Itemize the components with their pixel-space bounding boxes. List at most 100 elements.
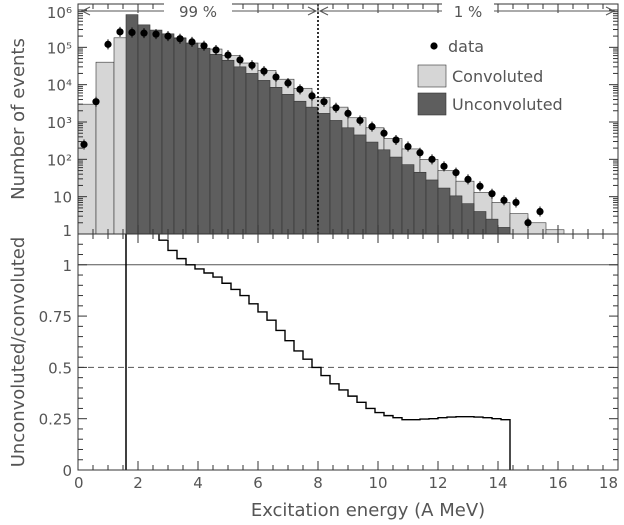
data-point: [128, 28, 136, 37]
histogram-bar: [245, 73, 259, 235]
histogram-bar: [305, 106, 319, 235]
histogram-bar: [317, 113, 331, 235]
right-fraction-label: 1 %: [454, 3, 483, 21]
data-point: [176, 35, 184, 43]
bottom-panel: 0 0.25 0.5 0.75 1 0 2 4 6 8 10 12 14 16 18 Unconvolut…: [8, 233, 619, 521]
data-point: [272, 73, 280, 81]
histogram-bar: [233, 66, 247, 235]
histogram-bar: [365, 141, 379, 235]
data-point: [392, 136, 400, 144]
arrow-head-mid-left: [307, 6, 318, 16]
top-y-axis-label: Number of events: [8, 38, 29, 200]
histogram-bar: [377, 149, 391, 235]
x-tick-labels: 0 2 4 6 8 10 12 14 16 18: [74, 474, 618, 492]
data-point: [248, 61, 256, 69]
x-axis-label: Excitation energy (A MeV): [251, 500, 485, 521]
data-point: [344, 109, 352, 117]
data-point: [80, 140, 88, 149]
data-point: [536, 207, 544, 216]
histogram-bar: [149, 29, 163, 235]
x-tick-label: 18: [599, 474, 618, 492]
top-histograms: [77, 14, 565, 235]
data-point: [404, 142, 412, 151]
bottom-ticks: [77, 233, 619, 471]
histogram-bar: [197, 47, 211, 235]
legend-swatch: [417, 92, 447, 116]
data-point: [296, 85, 304, 93]
bottom-y-axis-label: Unconvoluted/convoluted: [8, 237, 29, 468]
y-tick-label: 10²: [47, 151, 72, 169]
data-point: [464, 175, 472, 183]
data-point: [368, 123, 376, 131]
x-tick-label: 8: [313, 474, 323, 492]
data-point: [164, 32, 172, 40]
fraction-annotations: 99 % 1 %: [80, 1, 616, 21]
histogram-bar: [449, 195, 463, 235]
legend-label: Unconvoluted: [452, 95, 563, 114]
data-point: [104, 40, 112, 48]
x-tick-label: 10: [368, 474, 387, 492]
data-point: [452, 169, 460, 177]
y-tick-label: 10⁶: [47, 4, 72, 22]
y-tick-label: 0.75: [39, 308, 72, 326]
x-tick-label: 12: [428, 474, 447, 492]
legend-marker-data: [430, 42, 438, 50]
histogram-bar: [485, 218, 499, 235]
top-panel: 1 10 10² 10³ 10⁴ 10⁵ 10⁶ data Convoluted Unconvo…: [8, 1, 619, 240]
bottom-plot-frame: [77, 233, 619, 471]
histogram-bar: [257, 80, 271, 235]
data-point: [428, 155, 436, 163]
histogram-bar: [221, 59, 235, 235]
top-y-tick-labels: 1 10 10² 10³ 10⁴ 10⁵ 10⁶: [47, 4, 72, 240]
data-point: [308, 92, 316, 100]
legend-label: Convoluted: [452, 67, 543, 86]
label-background: [164, 1, 232, 19]
data-point: [416, 149, 424, 157]
data-point: [116, 28, 124, 36]
x-tick-label: 16: [548, 474, 567, 492]
histogram-bar: [125, 14, 139, 235]
data-point: [356, 116, 364, 125]
y-tick-label: 10³: [47, 114, 72, 132]
histogram-bar: [281, 94, 295, 235]
histogram-bar: [161, 33, 175, 235]
histogram-bar: [209, 54, 223, 235]
y-tick-label: 1: [62, 222, 72, 240]
reference-lines: [78, 234, 618, 470]
histogram-bar: [401, 164, 415, 235]
x-tick-label: 6: [253, 474, 263, 492]
ratio-step-line: [158, 234, 511, 470]
data-point: [512, 198, 520, 207]
data-point: [332, 104, 340, 112]
data-point: [92, 98, 100, 106]
data-point: [524, 219, 532, 227]
data-point: [284, 79, 292, 87]
y-tick-label: 0.25: [39, 411, 72, 429]
y-tick-label: 10⁴: [47, 77, 72, 95]
data-point: [188, 38, 196, 46]
x-tick-label: 2: [133, 474, 143, 492]
ratio-series: [158, 234, 511, 470]
histogram-bar: [497, 227, 511, 235]
arrow-head-mid-right: [318, 6, 329, 16]
legend-label: data: [448, 37, 484, 56]
data-point: [152, 30, 160, 38]
histogram-bar: [293, 100, 307, 235]
bottom-y-tick-labels: 0 0.25 0.5 0.75 1: [39, 257, 72, 480]
histogram-bar: [473, 211, 487, 235]
arrow-head-right: [605, 6, 616, 16]
y-tick-label: 1: [62, 257, 72, 275]
x-tick-label: 4: [193, 474, 203, 492]
x-tick-label: 0: [74, 474, 84, 492]
legend-swatch: [417, 64, 447, 88]
data-point: [476, 182, 484, 190]
data-point: [200, 42, 208, 50]
histogram-bar: [341, 127, 355, 235]
histogram-bar: [389, 156, 403, 235]
histogram-bar: [185, 42, 199, 235]
label-background: [442, 1, 494, 19]
y-tick-label: 0: [62, 462, 72, 480]
histogram-bar: [329, 120, 343, 235]
y-tick-label: 10⁵: [47, 39, 72, 57]
